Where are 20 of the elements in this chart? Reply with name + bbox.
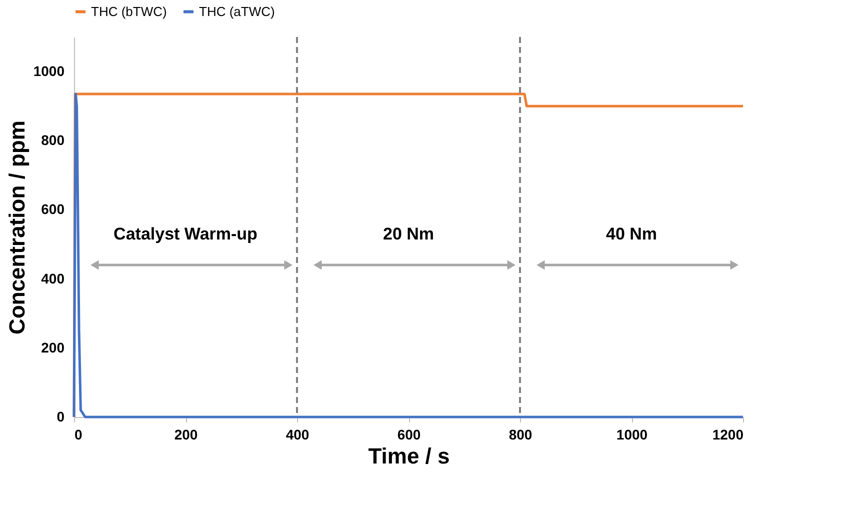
y-axis-title: Concentration / ppm (4, 120, 30, 334)
x-tick-label: 800 (508, 426, 532, 442)
y-tick-label: 800 (41, 132, 65, 148)
legend-label: THC (aTWC) (199, 4, 275, 19)
x-tick-label: 1200 (712, 426, 744, 442)
x-tick-label: 200 (174, 426, 198, 442)
x-tick-label: 0 (74, 426, 82, 442)
y-tick-label: 400 (41, 270, 65, 286)
legend-label: THC (bTWC) (91, 4, 167, 19)
y-tick-label: 1000 (33, 63, 65, 80)
annotation: 20 Nm (382, 224, 434, 244)
x-tick-label: 1000 (616, 426, 648, 442)
annotation: 40 Nm (606, 224, 658, 244)
x-tick-label: 600 (397, 426, 421, 442)
x-tick-label: 400 (286, 426, 310, 442)
y-tick-label: 0 (56, 408, 65, 424)
y-tick-label: 600 (41, 201, 65, 218)
x-axis-title: Time / s (368, 444, 450, 468)
y-tick-label: 200 (41, 339, 65, 356)
annotation: Catalyst Warm-up (114, 224, 258, 244)
